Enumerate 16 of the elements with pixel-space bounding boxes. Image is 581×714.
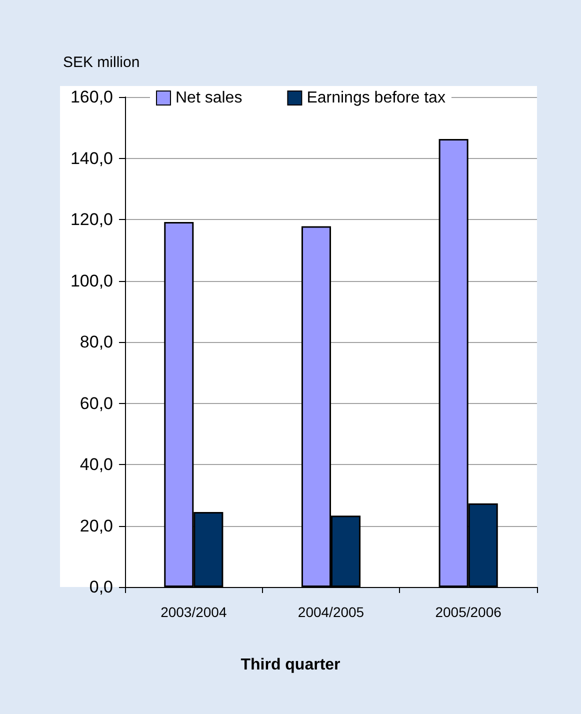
y-tick-label: 80,0 [80,332,113,352]
x-tick-label: 2003/2004 [160,604,227,620]
y-tick-label: 20,0 [80,516,113,536]
y-tick-label: 140,0 [70,148,113,168]
y-axis-title: SEK million [63,54,140,71]
x-axis-title: Third quarter [240,656,340,674]
y-tick-label: 100,0 [70,271,113,290]
y-tick-label: 40,0 [80,455,113,474]
x-tick-label: 2004/2005 [298,604,364,620]
legend-label: Earnings before tax [306,90,446,106]
y-tick-label: 120,0 [70,210,113,229]
x-tick-label: 2005/2006 [435,604,502,620]
y-tick-label: 60,0 [80,394,113,413]
y-tick-label: 160,0 [70,88,113,106]
legend-label: Net sales [176,90,242,106]
y-tick-label: 0,0 [89,578,113,596]
